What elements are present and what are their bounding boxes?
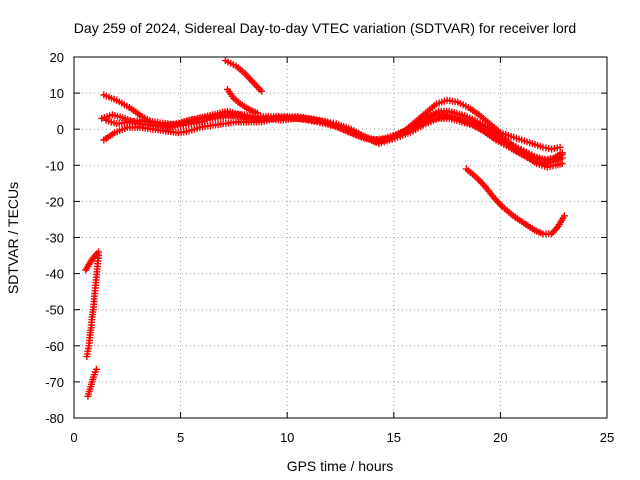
plot-frame [73,56,608,419]
y-tick-label: -70 [45,375,64,390]
x-tick-label: 25 [600,430,614,445]
chart-title: Day 259 of 2024, Sidereal Day-to-day VTE… [74,20,576,36]
series-markers [82,248,102,274]
x-axis-label: GPS time / hours [287,458,394,474]
data-series-track-7 [390,96,564,153]
series-markers [84,365,100,400]
y-axis-label: SDTVAR / TECUs [5,182,21,294]
y-tick-label: -30 [45,231,64,246]
series-markers [221,57,266,95]
x-tick-label: 10 [280,430,294,445]
series-markers [224,86,261,117]
y-tick-label: 0 [57,122,64,137]
grid [74,57,607,418]
series-markers [462,165,568,238]
y-tick-label: -50 [45,303,64,318]
y-tick-label: -40 [45,267,64,282]
y-tick-label: -60 [45,339,64,354]
series-markers [390,96,564,153]
y-tick-label: -80 [45,411,64,426]
series-markers [83,252,102,361]
data-series-track-8 [462,165,568,238]
y-tick-label: -20 [45,194,64,209]
axis-ticks [73,56,608,419]
y-tick-label: -10 [45,158,64,173]
x-tick-label: 15 [387,430,401,445]
x-tick-label: 0 [70,430,77,445]
series-markers [102,107,566,164]
y-axis-tick-labels: -80 -70 -60 -50 -40 -30 -20 -10 0 10 20 [45,50,64,426]
data-series-track-early-b [83,252,102,361]
data-series-track-early-a [84,365,100,400]
x-tick-label: 5 [177,430,184,445]
data-series-track-5 [221,57,266,95]
data-series-track-early-c [82,248,102,274]
data-series-track-6 [224,86,261,117]
data-series-layer [82,57,568,400]
y-tick-label: 20 [50,50,64,65]
data-series-track-4 [102,107,566,164]
x-tick-label: 20 [493,430,507,445]
y-tick-label: 10 [50,86,64,101]
x-axis-tick-labels: 0 5 10 15 20 25 [70,430,614,445]
